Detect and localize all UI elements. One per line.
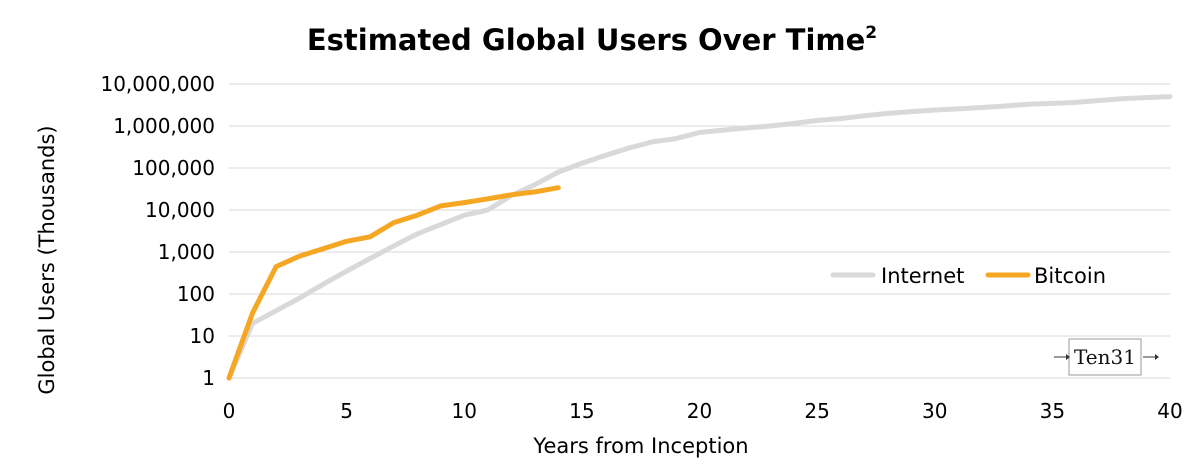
- chart-title: Estimated Global Users Over Time2: [307, 23, 877, 57]
- y-tick-label: 100,000: [132, 156, 215, 180]
- y-tick-label: 10: [190, 324, 215, 348]
- x-tick-label: 10: [452, 399, 477, 423]
- y-tick-label: 1,000: [158, 240, 215, 264]
- series-lines: [226, 94, 1173, 381]
- chart-title-superscript: 2: [865, 23, 877, 43]
- y-axis-label: Global Users (Thousands): [35, 125, 59, 394]
- chart-title-text: Estimated Global Users Over Time: [307, 23, 865, 57]
- x-axis-label: Years from Inception: [532, 434, 748, 458]
- y-tick-label: 1,000,000: [113, 114, 215, 138]
- y-tick-label: 1: [202, 366, 215, 390]
- gridlines: [229, 83, 1170, 379]
- series-line-internet: [226, 94, 1173, 381]
- x-tick-label: 40: [1157, 399, 1182, 423]
- y-tick-label: 10,000,000: [100, 72, 215, 96]
- x-tick-label: 15: [569, 399, 594, 423]
- y-tick-label: 100: [177, 282, 215, 306]
- series-line-bitcoin: [226, 185, 561, 381]
- ten31-logo: Ten31: [1054, 338, 1159, 376]
- x-axis-ticks: 0 5 10 15 20 25 30 35 40: [223, 399, 1183, 423]
- x-tick-label: 20: [687, 399, 712, 423]
- logo-text: Ten31: [1074, 345, 1136, 369]
- x-tick-label: 35: [1040, 399, 1065, 423]
- legend-label-bitcoin: Bitcoin: [1034, 264, 1106, 288]
- legend-label-internet: Internet: [881, 264, 964, 288]
- legend: Internet Bitcoin: [830, 264, 1106, 288]
- y-axis-ticks: 1 10 100 1,000 10,000 100,000 1,000,000 10,000,…: [100, 72, 215, 390]
- y-tick-label: 10,000: [145, 198, 215, 222]
- x-tick-label: 0: [223, 399, 236, 423]
- x-tick-label: 30: [922, 399, 947, 423]
- x-tick-label: 5: [340, 399, 353, 423]
- x-tick-label: 25: [804, 399, 829, 423]
